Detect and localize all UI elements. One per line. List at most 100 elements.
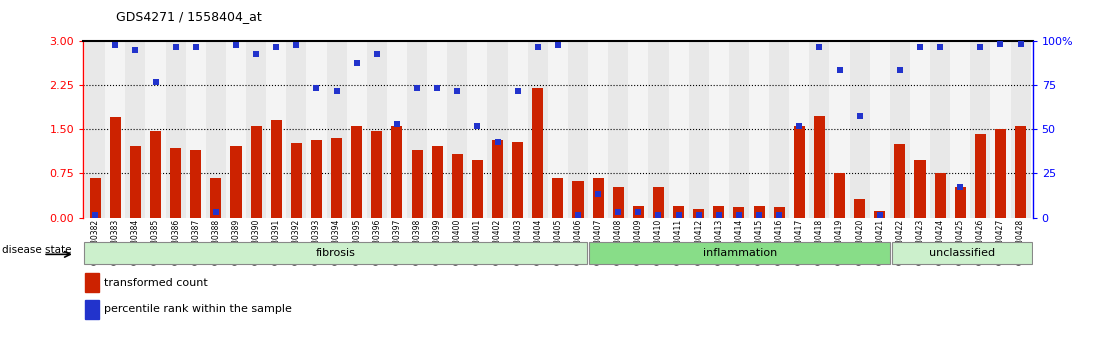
Point [891, 67, 909, 73]
Bar [689, 41, 709, 218]
Bar [311, 140, 322, 218]
Bar [769, 41, 789, 218]
Bar [130, 146, 141, 218]
Bar [753, 206, 765, 218]
Point [750, 212, 768, 218]
Bar [874, 211, 885, 218]
Point [106, 42, 124, 48]
Bar [733, 207, 745, 218]
Bar [145, 41, 165, 218]
Bar [709, 41, 729, 218]
Bar [809, 41, 830, 218]
Text: transformed count: transformed count [104, 278, 208, 288]
Bar [694, 209, 705, 218]
Point [207, 209, 225, 215]
Bar [250, 126, 261, 218]
Bar [593, 178, 604, 218]
Bar [793, 126, 804, 218]
Point [509, 88, 526, 94]
Bar [930, 41, 951, 218]
Point [911, 44, 929, 50]
Bar [211, 178, 222, 218]
Bar [407, 41, 427, 218]
Point [287, 42, 305, 48]
Bar [226, 41, 246, 218]
Text: inflammation: inflammation [702, 248, 777, 258]
Bar [186, 41, 206, 218]
Bar [1015, 126, 1026, 218]
Bar [814, 116, 825, 218]
Bar [150, 131, 161, 218]
Bar [125, 41, 145, 218]
Point [167, 44, 185, 50]
Point [187, 44, 205, 50]
Point [871, 212, 889, 218]
Bar [507, 41, 527, 218]
Bar [432, 146, 443, 218]
Bar [532, 88, 543, 218]
Bar [492, 140, 503, 218]
Bar [971, 41, 991, 218]
Point [227, 42, 245, 48]
Bar [588, 41, 608, 218]
Bar [668, 41, 689, 218]
Text: disease state: disease state [2, 245, 71, 255]
Bar [165, 41, 186, 218]
Bar [110, 118, 121, 218]
Bar [870, 41, 890, 218]
FancyBboxPatch shape [84, 242, 587, 264]
Bar [773, 207, 784, 218]
Point [931, 44, 948, 50]
Bar [371, 131, 382, 218]
Bar [573, 181, 584, 218]
Bar [547, 41, 568, 218]
Bar [568, 41, 588, 218]
Bar [387, 41, 407, 218]
Point [348, 60, 366, 66]
Bar [391, 126, 402, 218]
FancyBboxPatch shape [892, 242, 1032, 264]
Point [328, 88, 346, 94]
Bar [472, 160, 483, 218]
Bar [448, 41, 468, 218]
Point [86, 212, 104, 218]
Bar [729, 41, 749, 218]
Bar [910, 41, 930, 218]
Bar [673, 206, 684, 218]
Point [368, 51, 386, 57]
Bar [653, 187, 664, 218]
Bar [648, 41, 668, 218]
Point [710, 212, 728, 218]
Text: fibrosis: fibrosis [316, 248, 356, 258]
Bar [85, 300, 99, 319]
Point [469, 124, 486, 129]
Bar [367, 41, 387, 218]
Bar [1010, 41, 1030, 218]
Point [730, 212, 748, 218]
Bar [527, 41, 547, 218]
Bar [411, 150, 422, 218]
Point [952, 184, 970, 190]
Point [690, 212, 708, 218]
Bar [553, 178, 563, 218]
Point [449, 88, 466, 94]
Point [790, 124, 808, 129]
Point [570, 212, 587, 218]
Bar [975, 134, 986, 218]
Bar [714, 206, 725, 218]
Point [992, 41, 1009, 46]
Bar [206, 41, 226, 218]
Text: GDS4271 / 1558404_at: GDS4271 / 1558404_at [116, 10, 263, 23]
Point [247, 51, 265, 57]
Bar [327, 41, 347, 218]
Text: unclassified: unclassified [929, 248, 995, 258]
Bar [608, 41, 628, 218]
Bar [105, 41, 125, 218]
Bar [290, 143, 301, 218]
Bar [995, 129, 1006, 218]
Point [489, 139, 506, 145]
Bar [789, 41, 809, 218]
Point [669, 212, 687, 218]
Bar [633, 206, 644, 218]
FancyBboxPatch shape [589, 242, 890, 264]
